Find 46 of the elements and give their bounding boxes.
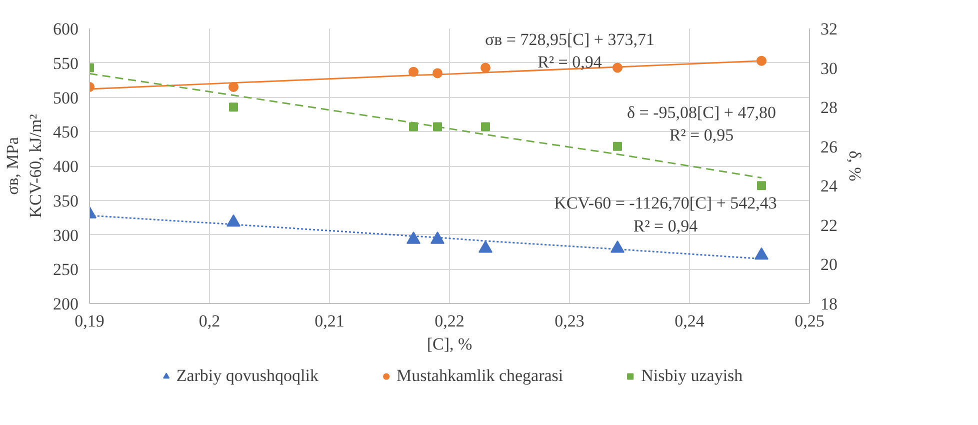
y-tick-label: 600 bbox=[53, 20, 78, 38]
point bbox=[430, 232, 444, 244]
point bbox=[481, 122, 490, 132]
annotation: σв = 728,95[C] + 373,71 R² = 0,94 bbox=[484, 30, 655, 72]
y-tick-label: 450 bbox=[53, 122, 78, 142]
y-axis-title: σв, MPa KCV-60, kJ/m² bbox=[3, 114, 45, 218]
x-tick-label: 0,22 bbox=[434, 312, 464, 330]
legend-label: Zarbiy qovushqoqlik bbox=[176, 366, 318, 386]
y2-tick-label: 30 bbox=[820, 58, 838, 78]
legend-label: Nisbiy uzayish bbox=[641, 366, 743, 386]
annotation: δ = -95,08[C] + 47,80 R² = 0,95 bbox=[626, 102, 776, 145]
y-tick-label: 400 bbox=[53, 157, 78, 176]
x-tick-label: 0,23 bbox=[554, 312, 584, 330]
point bbox=[754, 247, 768, 260]
y2-tick-label: 18 bbox=[820, 294, 838, 314]
y2-tick-label: 20 bbox=[820, 255, 838, 274]
y2-tick-label: 28 bbox=[820, 98, 838, 118]
point bbox=[478, 240, 492, 253]
y-tick-label: 200 bbox=[53, 294, 78, 314]
point bbox=[757, 181, 766, 190]
y2-axis-title: δ, % bbox=[846, 150, 864, 182]
annotation: KCV-60 = -1126,70[C] + 542,43 R² = 0,94 bbox=[554, 194, 777, 236]
y-tick-label: 250 bbox=[53, 260, 78, 280]
y-tick-label: 350 bbox=[53, 191, 78, 210]
point bbox=[229, 102, 238, 112]
x-tick-label: 0,19 bbox=[74, 312, 104, 330]
y2-tick-label: 22 bbox=[820, 216, 838, 235]
point bbox=[228, 82, 238, 92]
x-tick-label: 0,21 bbox=[314, 312, 344, 330]
y2-tick-label: 24 bbox=[820, 176, 838, 196]
y2-tick-label: 26 bbox=[820, 137, 838, 156]
x-tick-label: 0,2 bbox=[198, 312, 220, 330]
point bbox=[433, 122, 442, 132]
point bbox=[610, 240, 624, 253]
x-tick-label: 0,24 bbox=[674, 312, 705, 330]
x-tick-label: 0,25 bbox=[794, 312, 824, 330]
y-tick-label: 550 bbox=[53, 54, 78, 73]
point bbox=[613, 142, 622, 151]
point bbox=[756, 56, 766, 66]
y2-tick-label: 32 bbox=[820, 20, 838, 38]
point bbox=[406, 232, 420, 244]
point bbox=[480, 62, 490, 73]
y-tick-label: 500 bbox=[53, 88, 78, 108]
x-axis-title: [C], % bbox=[426, 334, 472, 354]
legend-label: Mustahkamlik chegarasi bbox=[396, 366, 564, 386]
y-tick-label: 300 bbox=[53, 226, 78, 245]
